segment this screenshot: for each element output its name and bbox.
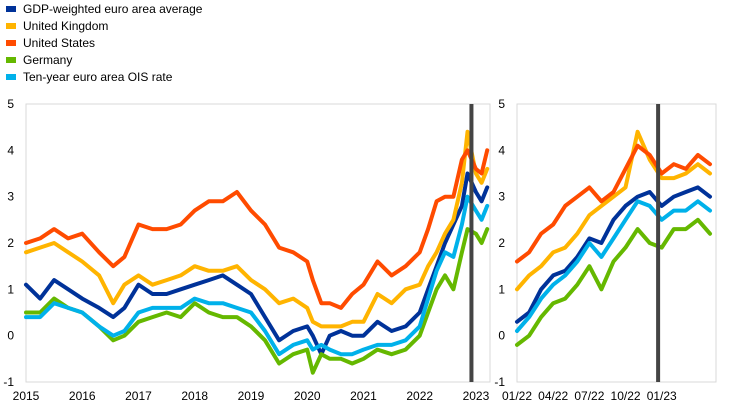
x-tick-label: 2015 bbox=[13, 389, 40, 403]
legend-item-us: United States bbox=[6, 34, 202, 51]
legend-label-gdp: GDP-weighted euro area average bbox=[23, 1, 203, 16]
x-tick-label: 2020 bbox=[294, 389, 321, 403]
x-tick-label: 07/22 bbox=[574, 389, 604, 403]
x-tick-label: 10/22 bbox=[611, 389, 641, 403]
legend-label-ois: Ten-year euro area OIS rate bbox=[23, 69, 173, 84]
legend-item-ois: Ten-year euro area OIS rate bbox=[6, 68, 202, 85]
y-tick-label: 0 bbox=[498, 329, 505, 343]
y-tick-label: 3 bbox=[498, 190, 505, 204]
x-tick-label: 2018 bbox=[181, 389, 208, 403]
y-tick-label: -1 bbox=[3, 375, 14, 389]
legend-label-us: United States bbox=[23, 35, 96, 50]
series-line-ois bbox=[24, 194, 490, 357]
y-tick-label: 1 bbox=[7, 282, 14, 296]
y-tick-label: 0 bbox=[7, 329, 14, 343]
x-tick-label: 01/22 bbox=[502, 389, 532, 403]
x-tick-label: 2023 bbox=[463, 389, 490, 403]
chart-legend: GDP-weighted euro area average United Ki… bbox=[6, 0, 202, 85]
y-tick-label: 1 bbox=[498, 282, 505, 296]
series-line-gdp bbox=[515, 185, 712, 324]
y-tick-label: 5 bbox=[498, 97, 505, 111]
series-line-us bbox=[24, 148, 490, 310]
x-tick-label: 2022 bbox=[406, 389, 433, 403]
x-tick-label: 2017 bbox=[125, 389, 152, 403]
legend-item-uk: United Kingdom bbox=[6, 17, 202, 34]
series-line-us bbox=[515, 143, 712, 264]
legend-item-germany: Germany bbox=[6, 51, 202, 68]
x-tick-label: 04/22 bbox=[538, 389, 568, 403]
series-line-uk bbox=[24, 129, 490, 329]
y-tick-label: 4 bbox=[498, 143, 505, 157]
y-tick-label: 5 bbox=[7, 97, 14, 111]
series-line-gdp bbox=[24, 171, 490, 357]
legend-swatch-us bbox=[6, 39, 16, 46]
x-tick-label: 01/23 bbox=[647, 389, 677, 403]
series-line-germany bbox=[515, 217, 712, 347]
series-line-ois bbox=[515, 199, 712, 333]
y-tick-label: 2 bbox=[7, 236, 14, 250]
legend-item-gdp: GDP-weighted euro area average bbox=[6, 0, 202, 17]
plot-frame-right bbox=[516, 103, 717, 383]
series-line-uk bbox=[515, 129, 712, 292]
legend-label-uk: United Kingdom bbox=[23, 18, 109, 33]
legend-swatch-germany bbox=[6, 56, 16, 63]
x-tick-label: 2016 bbox=[69, 389, 96, 403]
legend-label-germany: Germany bbox=[23, 52, 73, 67]
legend-swatch-gdp bbox=[6, 5, 16, 12]
x-tick-label: 2019 bbox=[238, 389, 265, 403]
y-tick-label: 2 bbox=[498, 236, 505, 250]
legend-swatch-ois bbox=[6, 73, 16, 80]
series-line-germany bbox=[24, 227, 490, 375]
y-tick-label: 4 bbox=[7, 143, 14, 157]
y-tick-label: 3 bbox=[7, 190, 14, 204]
x-tick-label: 2021 bbox=[350, 389, 377, 403]
legend-swatch-uk bbox=[6, 22, 16, 29]
y-tick-label: -1 bbox=[494, 375, 505, 389]
plot-frame-left bbox=[25, 103, 491, 383]
